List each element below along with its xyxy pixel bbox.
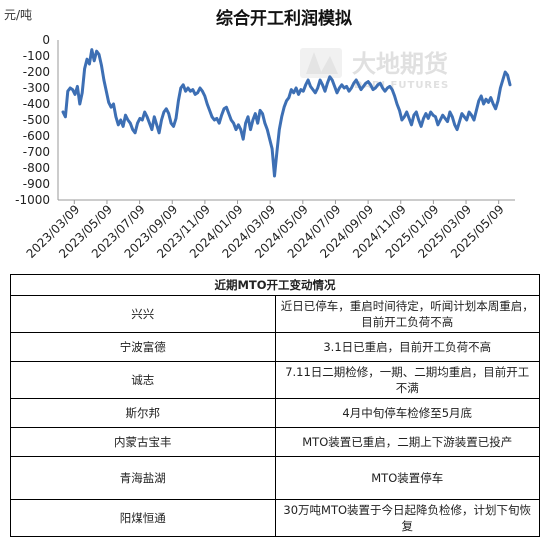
status-cell: MTO装置停车 bbox=[274, 456, 540, 500]
table-row: 斯尔邦 4月中旬停车检修至5月底 bbox=[10, 398, 540, 428]
status-cell: 30万吨MTO装置于今日起降负检修，计划下旬恢复 bbox=[274, 499, 540, 537]
company-cell: 宁波富德 bbox=[10, 332, 276, 362]
table-row: 阳煤恒通 30万吨MTO装置于今日起降负检修，计划下旬恢复 bbox=[10, 499, 540, 537]
series-line bbox=[61, 48, 512, 178]
x-axis-ticks: 2023/03/092023/05/092023/07/092023/09/09… bbox=[24, 200, 507, 261]
y-tick-label: -500 bbox=[23, 113, 50, 127]
company-cell: 兴兴 bbox=[10, 295, 276, 333]
status-cell: 7.11日二期检修，一期、二期均重启，目前开工不满 bbox=[274, 361, 540, 399]
y-tick-label: 0 bbox=[42, 33, 50, 47]
y-axis-ticks: 0 -100 -200 -300 -400 -500 -600 -700 -800 -900 -10… bbox=[15, 33, 50, 207]
mto-status-table-wrap: 近期MTO开工变动情况 兴兴 近日已停车，重启时间待定，听闻计划本周重启，目前开工… bbox=[10, 274, 540, 537]
y-tick-label: -100 bbox=[23, 49, 50, 63]
y-tick-label: -300 bbox=[23, 81, 50, 95]
table-body: 兴兴 近日已停车，重启时间待定，听闻计划本周重启，目前开工负荷不高 宁波富德 3.1日… bbox=[10, 295, 540, 537]
chart-axes bbox=[57, 40, 515, 201]
company-cell: 阳煤恒通 bbox=[10, 499, 276, 537]
status-cell: 3.1日已重启，目前开工负荷不高 bbox=[274, 332, 540, 362]
profit-chart: 综合开工利润模拟 元/吨 大地期货 DADI FUTURES 0 -100 -200… bbox=[4, 8, 515, 261]
company-cell: 诚志 bbox=[10, 361, 276, 399]
table-row: 诚志 7.11日二期检修，一期、二期均重启，目前开工不满 bbox=[10, 361, 540, 399]
y-tick-label: -400 bbox=[23, 97, 50, 111]
mto-status-table: 近期MTO开工变动情况 兴兴 近日已停车，重启时间待定，听闻计划本周重启，目前开工… bbox=[10, 274, 540, 537]
table-row: 兴兴 近日已停车，重启时间待定，听闻计划本周重启，目前开工负荷不高 bbox=[10, 295, 540, 333]
y-tick-label: -1000 bbox=[15, 193, 50, 207]
table-row: 宁波富德 3.1日已重启，目前开工负荷不高 bbox=[10, 332, 540, 362]
status-cell: 近日已停车，重启时间待定，听闻计划本周重启，目前开工负荷不高 bbox=[274, 295, 540, 333]
status-cell: MTO装置已重启，二期上下游装置已投产 bbox=[274, 427, 540, 457]
y-tick-label: -600 bbox=[23, 129, 50, 143]
logo-name-cn: 大地期货 bbox=[352, 50, 448, 78]
y-tick-label: -800 bbox=[23, 161, 50, 175]
chart-title: 综合开工利润模拟 bbox=[216, 8, 352, 29]
company-cell: 内蒙古宝丰 bbox=[10, 427, 276, 457]
company-cell: 斯尔邦 bbox=[10, 398, 276, 428]
table-title: 近期MTO开工变动情况 bbox=[10, 274, 540, 296]
status-cell: 4月中旬停车检修至5月底 bbox=[274, 398, 540, 428]
table-header-row: 近期MTO开工变动情况 bbox=[10, 274, 540, 296]
y-unit-label: 元/吨 bbox=[4, 8, 32, 22]
y-tick-label: -200 bbox=[23, 65, 50, 79]
y-tick-label: -900 bbox=[23, 177, 50, 191]
dadi-futures-logo: 大地期货 DADI FUTURES bbox=[300, 48, 449, 91]
y-tick-label: -700 bbox=[23, 145, 50, 159]
logo-name-en: DADI FUTURES bbox=[354, 80, 449, 91]
company-cell: 青海盐湖 bbox=[10, 456, 276, 500]
table-row: 青海盐湖 MTO装置停车 bbox=[10, 456, 540, 500]
table-row: 内蒙古宝丰 MTO装置已重启，二期上下游装置已投产 bbox=[10, 427, 540, 457]
